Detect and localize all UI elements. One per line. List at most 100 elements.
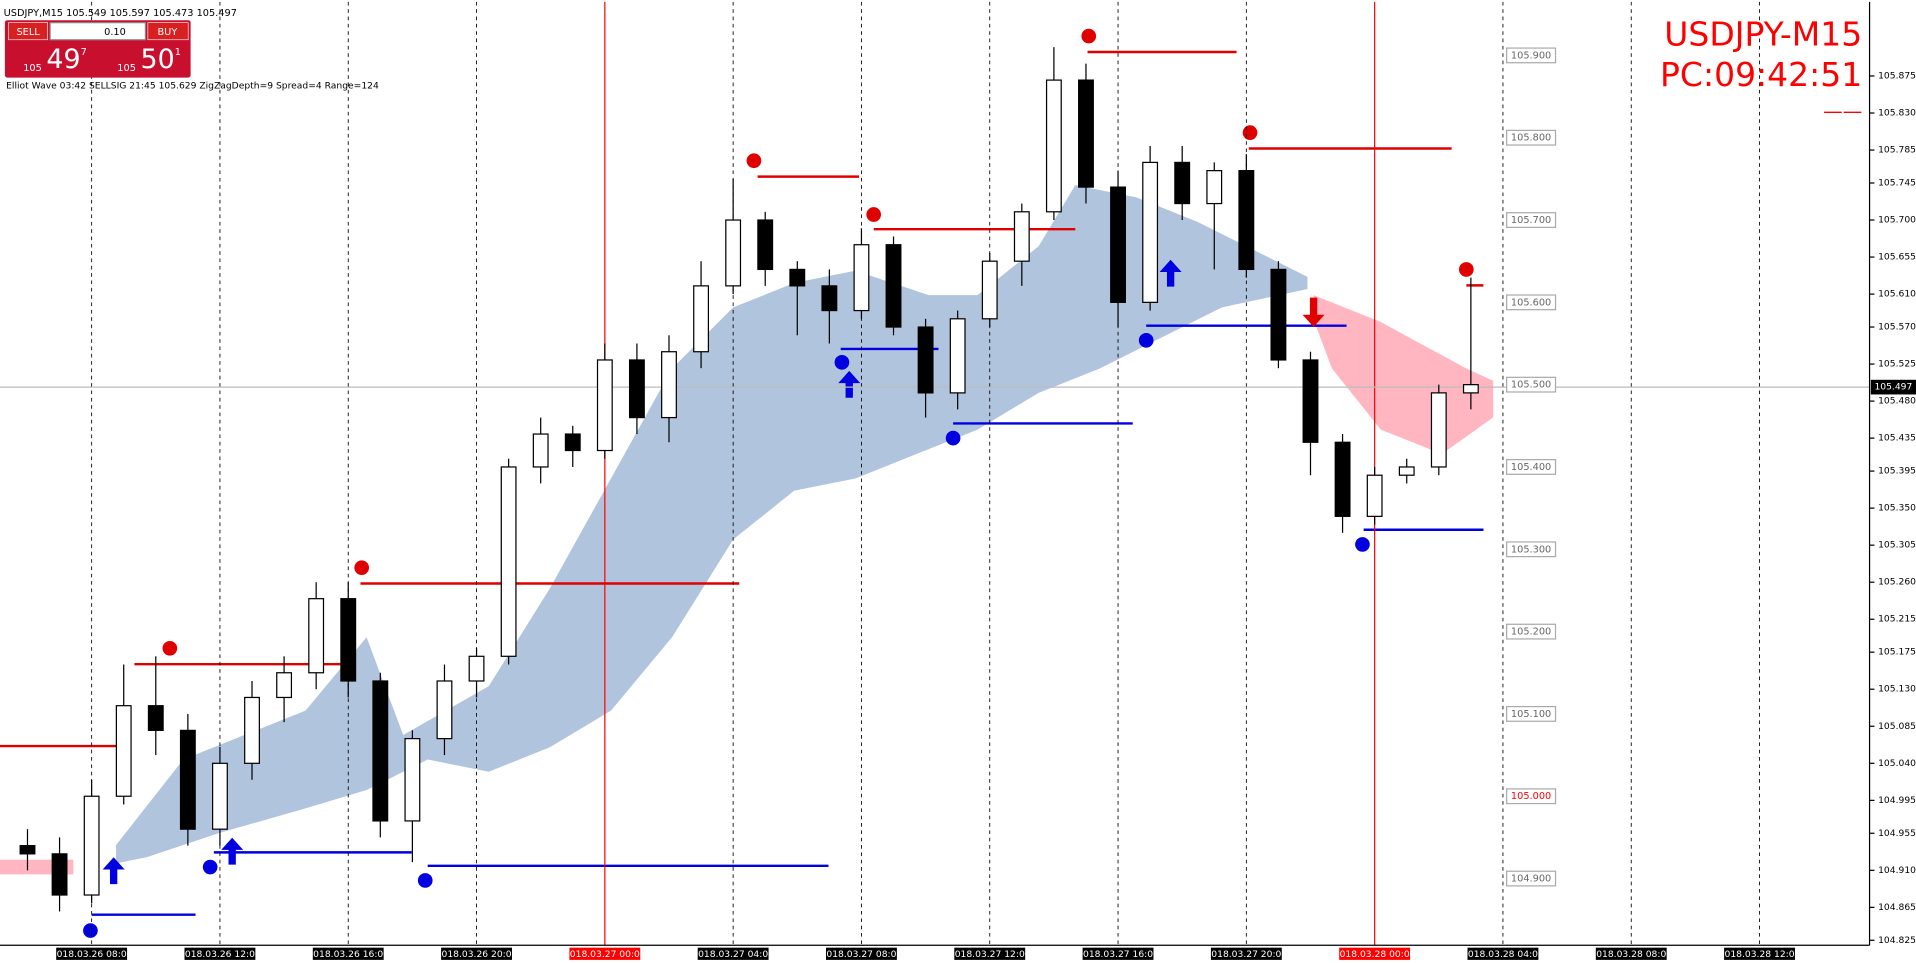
candle-body: [628, 359, 645, 419]
price-tick-label: 105.305: [1878, 540, 1916, 551]
candle-body: [500, 466, 517, 657]
time-label-bg: [1210, 947, 1282, 960]
buy-label: BUY: [157, 27, 177, 38]
pink-cloud: [1313, 295, 1494, 455]
time-label: 2018.03.27 04:00: [692, 949, 774, 960]
price-tick-label: 104.865: [1878, 902, 1916, 913]
time-label: 2018.03.28 12:00: [1719, 949, 1801, 960]
price-tick-label: 105.610: [1878, 289, 1916, 300]
candle-body: [1270, 268, 1287, 361]
candle-body: [1206, 170, 1223, 205]
time-label: 2018.03.27 20:00: [1205, 949, 1287, 960]
grid: [0, 1, 1870, 946]
bid-small: 7: [81, 47, 87, 58]
price-tick-label: 105.875: [1878, 70, 1916, 81]
price-tick-label: 105.085: [1878, 721, 1916, 732]
candles: [19, 47, 1479, 912]
lot-value: 0.10: [104, 27, 126, 38]
candle-body: [1174, 161, 1191, 205]
price-tick-label: 105.525: [1878, 359, 1916, 370]
candle-body: [853, 244, 870, 312]
level-box: [1506, 788, 1557, 805]
candle-body: [532, 433, 549, 468]
candle-body: [1142, 161, 1159, 303]
candle-body: [372, 680, 389, 822]
bid-big: 105: [23, 63, 42, 74]
time-label: 2018.03.27 08:00: [821, 949, 903, 960]
price-tick-label: 105.260: [1878, 577, 1916, 588]
candle-body: [1045, 79, 1062, 213]
price-tick-label: 105.655: [1878, 252, 1916, 263]
candle-body: [757, 219, 774, 271]
trough-markers: [83, 333, 1370, 938]
candle-body: [1110, 186, 1126, 303]
time-label: 2018.03.27 00:00: [564, 949, 646, 960]
level-box: [1506, 129, 1557, 146]
candle-body: [308, 598, 325, 674]
level-label: 105.700: [1511, 215, 1551, 226]
time-label-bg: [56, 947, 128, 960]
info-line: Elliot Wave 03:42 SELLSIG 21:45 105.629 …: [6, 81, 379, 92]
level-box: [1506, 623, 1557, 640]
price-tick-label: 104.910: [1878, 865, 1916, 876]
candle-body: [468, 655, 485, 682]
symbol-overlay: USDJPY-M15: [1664, 15, 1862, 54]
level-box: [1506, 376, 1557, 393]
trade-panel: SELL 0.10 BUY 105 49 7 105 50 1: [4, 20, 191, 78]
time-label: 2018.03.26 20:00: [436, 949, 518, 960]
level-box: [1506, 212, 1557, 228]
candle-body: [789, 268, 806, 287]
candle-body: [661, 351, 677, 419]
time-label-bg: [1724, 947, 1795, 960]
price-tick-label: 105.570: [1878, 322, 1916, 333]
candle-body: [211, 762, 228, 830]
time-label-bg: [1595, 947, 1667, 960]
candle-body: [1302, 359, 1319, 443]
candle-body: [19, 845, 36, 855]
sell-button[interactable]: [8, 22, 48, 41]
ask-small: 1: [175, 47, 181, 58]
time-label: 2018.03.26 08:00: [51, 949, 133, 960]
price-tick-label: 105.395: [1878, 466, 1916, 477]
buy-button[interactable]: [147, 22, 189, 41]
level-label: 105.100: [1511, 709, 1551, 720]
level-label: 105.400: [1511, 462, 1551, 473]
candle-body: [917, 326, 934, 394]
candle-body: [1078, 79, 1094, 188]
level-label: 105.600: [1511, 297, 1551, 308]
time-label: 2018.03.28 08:00: [1590, 949, 1672, 960]
clock-overlay: PC:09:42:51: [1660, 55, 1862, 94]
signal-overlay: ——: [1823, 99, 1862, 122]
level-label: 105.800: [1511, 133, 1551, 144]
candle-body: [179, 729, 196, 830]
candle-body: [1238, 170, 1255, 271]
time-label: 2018.03.27 16:00: [1077, 949, 1159, 960]
time-label-bg: [1339, 947, 1411, 960]
price-tick-label: 105.745: [1878, 177, 1916, 188]
candle-body: [276, 672, 293, 699]
price-tick-label: 105.830: [1878, 108, 1916, 119]
ask-main: 50: [141, 44, 175, 75]
price-tick-label: 105.350: [1878, 503, 1916, 514]
candle-body: [83, 795, 100, 896]
level-box: [1506, 870, 1557, 887]
sell-label: SELL: [16, 27, 40, 38]
time-label: 2018.03.27 12:00: [949, 949, 1031, 960]
lot-input[interactable]: [49, 22, 147, 41]
candle-body: [725, 219, 742, 287]
candle-body: [564, 433, 581, 452]
level-box: [1506, 705, 1557, 722]
time-label: 2018.03.26 16:00: [307, 949, 389, 960]
peak-markers: [162, 28, 1474, 656]
level-box: [1506, 294, 1557, 311]
level-label: 105.300: [1511, 544, 1551, 555]
level-box: [1506, 459, 1557, 475]
buy-arrows: [102, 259, 1182, 885]
support-lines: [91, 324, 1484, 916]
candle-body: [885, 244, 902, 328]
price-tick-label: 105.175: [1878, 647, 1916, 658]
level-label: 105.000: [1511, 791, 1551, 802]
candle-body: [1462, 384, 1479, 394]
